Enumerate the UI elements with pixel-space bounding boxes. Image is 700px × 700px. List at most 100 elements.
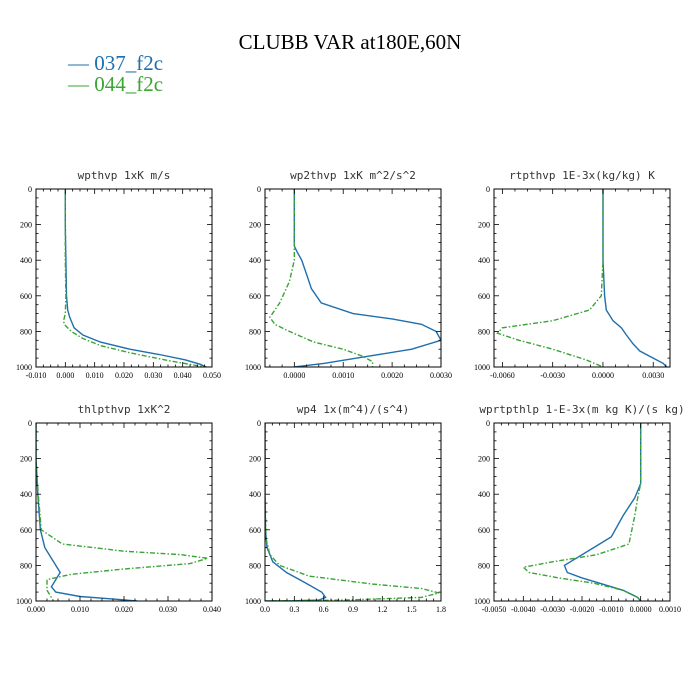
y-tick-label: 800 bbox=[478, 327, 490, 336]
y-tick-label: 400 bbox=[249, 490, 261, 499]
y-tick-label: 1000 bbox=[16, 363, 32, 372]
y-tick-label: 0 bbox=[486, 419, 490, 428]
panel-2: wp2thvp 1xK m^2/s^2 0 200 400 600 800 1000 0.00… bbox=[245, 169, 452, 380]
x-tick-label: 0.0010 bbox=[659, 605, 681, 614]
x-tick-label: 0.0030 bbox=[642, 371, 664, 380]
y-tick-label: 200 bbox=[478, 455, 490, 464]
x-tick-label: -0.0010 bbox=[599, 605, 624, 614]
plot-frame bbox=[264, 188, 442, 368]
y-tick-label: 200 bbox=[20, 221, 32, 230]
x-tick-label: 0.010 bbox=[86, 371, 104, 380]
x-tick-label: 0.020 bbox=[115, 605, 133, 614]
x-tick-label: 0.040 bbox=[203, 605, 221, 614]
plot-frame bbox=[35, 422, 213, 602]
x-tick-label: 0.0 bbox=[260, 605, 270, 614]
panel-title: wp4 1x(m^4)/(s^4) bbox=[297, 403, 410, 416]
y-tick-label: 600 bbox=[20, 526, 32, 535]
panel-1: wpthvp 1xK m/s 0 200 400 600 800 1000-0.010 0.0… bbox=[16, 169, 221, 380]
y-tick-label: 0 bbox=[257, 419, 261, 428]
y-tick-label: 1000 bbox=[474, 363, 490, 372]
x-tick-label: 0.000 bbox=[56, 371, 74, 380]
y-tick-label: 600 bbox=[249, 292, 261, 301]
y-tick-label: 400 bbox=[478, 256, 490, 265]
series-line-037_f2c bbox=[602, 189, 668, 367]
series-line-037_f2c bbox=[293, 189, 441, 367]
y-tick-label: 600 bbox=[249, 526, 261, 535]
y-tick-label: 400 bbox=[20, 490, 32, 499]
x-tick-label: 0.0000 bbox=[630, 605, 652, 614]
x-tick-label: 0.0000 bbox=[283, 371, 305, 380]
x-tick-label: 0.3 bbox=[289, 605, 299, 614]
y-tick-label: 600 bbox=[478, 292, 490, 301]
x-tick-label: 0.9 bbox=[348, 605, 358, 614]
y-tick-label: 800 bbox=[478, 561, 490, 570]
x-tick-label: 0.0030 bbox=[430, 371, 452, 380]
series-line-044_f2c bbox=[36, 423, 208, 601]
y-tick-label: 1000 bbox=[245, 363, 261, 372]
x-tick-label: 0.030 bbox=[144, 371, 162, 380]
series-line-044_f2c bbox=[269, 189, 374, 367]
y-tick-label: 800 bbox=[249, 327, 261, 336]
y-tick-label: 0 bbox=[486, 185, 490, 194]
y-tick-label: 200 bbox=[249, 455, 261, 464]
x-tick-label: -0.010 bbox=[26, 371, 47, 380]
x-tick-label: 0.040 bbox=[174, 371, 192, 380]
series-line-044_f2c bbox=[62, 189, 207, 367]
x-tick-label: 0.020 bbox=[115, 371, 133, 380]
y-tick-label: 400 bbox=[478, 490, 490, 499]
y-tick-label: 0 bbox=[28, 419, 32, 428]
legend-entry-044: — 044_f2c bbox=[67, 72, 163, 96]
plot-frame bbox=[493, 422, 671, 602]
y-tick-label: 200 bbox=[249, 221, 261, 230]
y-tick-label: 0 bbox=[28, 185, 32, 194]
figure-title: CLUBB VAR at180E,60N bbox=[239, 30, 462, 54]
plot-frame bbox=[264, 422, 442, 602]
x-tick-label: 0.000 bbox=[27, 605, 45, 614]
series-line-037_f2c bbox=[563, 423, 642, 601]
y-tick-label: 200 bbox=[478, 221, 490, 230]
panel-3: rtpthvp 1E-3x(kg/kg) K02004006008001000-… bbox=[474, 169, 671, 380]
x-tick-label: 0.0020 bbox=[381, 371, 403, 380]
x-tick-label: -0.0040 bbox=[511, 605, 536, 614]
panel-title: thlpthvp 1xK^2 bbox=[78, 403, 171, 416]
y-tick-label: 200 bbox=[20, 455, 32, 464]
y-tick-label: 800 bbox=[249, 561, 261, 570]
x-tick-label: -0.0060 bbox=[490, 371, 515, 380]
panel-6: wprtpthlp 1-E-3x(m kg K)/(s kg) 0 200 400 60… bbox=[474, 403, 685, 614]
x-tick-label: 0.030 bbox=[159, 605, 177, 614]
y-tick-label: 1000 bbox=[474, 597, 490, 606]
series-line-037_f2c bbox=[265, 423, 327, 601]
y-tick-label: 800 bbox=[20, 561, 32, 570]
y-tick-label: 400 bbox=[20, 256, 32, 265]
y-tick-label: 1000 bbox=[16, 597, 32, 606]
y-tick-label: 600 bbox=[478, 526, 490, 535]
x-tick-label: -0.0030 bbox=[540, 605, 565, 614]
y-tick-label: 0 bbox=[257, 185, 261, 194]
x-tick-label: 0.0000 bbox=[592, 371, 614, 380]
x-tick-label: 0.010 bbox=[71, 605, 89, 614]
panel-title: wp2thvp 1xK m^2/s^2 bbox=[290, 169, 416, 182]
x-tick-label: -0.0050 bbox=[482, 605, 507, 614]
x-tick-label: -0.0030 bbox=[540, 371, 565, 380]
series-line-044_f2c bbox=[521, 423, 642, 601]
legend-entry-037: — 037_f2c bbox=[67, 51, 163, 75]
plot-frame bbox=[35, 188, 213, 368]
y-tick-label: 600 bbox=[20, 292, 32, 301]
x-tick-label: 1.5 bbox=[407, 605, 417, 614]
series-line-037_f2c bbox=[64, 189, 207, 367]
x-tick-label: 0.6 bbox=[319, 605, 329, 614]
panel-title: wprtpthlp 1-E-3x(m kg K)/(s kg) bbox=[479, 403, 684, 416]
x-tick-label: -0.0020 bbox=[570, 605, 595, 614]
panel-title: wpthvp 1xK m/s bbox=[78, 169, 171, 182]
series-line-044_f2c bbox=[265, 423, 440, 601]
panel-title: rtpthvp 1E-3x(kg/kg) K bbox=[509, 169, 655, 182]
x-tick-label: 0.050 bbox=[203, 371, 221, 380]
x-tick-label: 0.0010 bbox=[332, 371, 354, 380]
x-tick-label: 1.8 bbox=[436, 605, 446, 614]
y-tick-label: 800 bbox=[20, 327, 32, 336]
y-tick-label: 1000 bbox=[245, 597, 261, 606]
